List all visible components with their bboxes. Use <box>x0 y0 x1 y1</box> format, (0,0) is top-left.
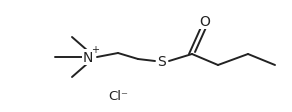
Text: N: N <box>83 51 93 64</box>
Text: +: + <box>91 45 99 55</box>
Text: Cl⁻: Cl⁻ <box>108 90 128 103</box>
Text: O: O <box>199 15 211 29</box>
Text: S: S <box>158 55 166 68</box>
